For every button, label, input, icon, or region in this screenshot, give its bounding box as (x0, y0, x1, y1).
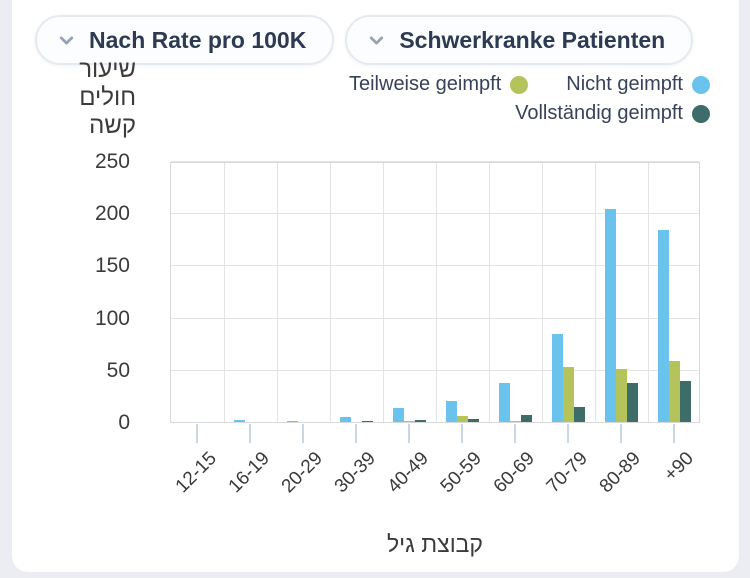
bar-vollst-ndig-geimpft-30-39[interactable] (362, 420, 373, 422)
x-tick-mark (460, 424, 463, 443)
x-axis-title: קבוצת גיל (387, 531, 483, 557)
bar-vollst-ndig-geimpft-50-59[interactable] (468, 418, 479, 422)
bar-vollst-ndig-geimpft-70-79[interactable] (574, 407, 585, 422)
y-tick-label: 50 (106, 358, 130, 382)
x-tick-label: 16-19 (224, 448, 274, 498)
x-tick-label: 20-29 (277, 448, 327, 498)
x-tick-mark (195, 424, 198, 443)
x-axis-tick-labels: 12-15 16-19 20-29 30-39 40-49 50-59 60-69 70-79… (170, 446, 700, 516)
bar-vollst-ndig-geimpft-40-49[interactable] (415, 419, 426, 422)
gridline-vertical (329, 163, 331, 422)
y-axis-title-line: שיעור (79, 56, 136, 83)
gridline-vertical (435, 163, 437, 422)
metric-dropdown-label: Nach Rate pro 100K (89, 26, 307, 53)
x-tick-label: +90 (659, 448, 698, 486)
bar-teilweise-geimpft-50-59[interactable] (457, 415, 468, 422)
gridline-vertical (488, 163, 490, 422)
x-tick-mark (672, 424, 675, 443)
x-tick-label: 12-15 (171, 448, 221, 498)
x-tick-mark (301, 424, 304, 443)
x-tick-label: 60-69 (489, 448, 539, 498)
x-tick-mark (619, 424, 622, 443)
legend-item-vollstaendig-geimpft[interactable]: Vollständig geimpft (515, 102, 710, 125)
gridline-horizontal (171, 213, 699, 215)
legend-dot-teal (692, 104, 710, 123)
legend-item-nicht-geimpft[interactable]: Nicht geimpft (566, 73, 710, 96)
x-tick-label: 40-49 (383, 448, 433, 498)
chevron-down-icon (367, 31, 386, 50)
dataset-dropdown[interactable]: Schwerkranke Patienten (345, 15, 694, 65)
legend-row: Teilweise geimpft Nicht geimpft (349, 73, 710, 96)
gridline-vertical (223, 163, 225, 422)
bar-nicht-geimpft-+90[interactable] (658, 229, 669, 422)
y-tick-label: 150 (94, 254, 130, 278)
bar-teilweise-geimpft-80-89[interactable] (616, 368, 627, 422)
plot-area (170, 161, 700, 423)
bar-nicht-geimpft-70-79[interactable] (552, 334, 563, 422)
legend-label: Vollständig geimpft (515, 102, 683, 124)
gridline-horizontal (171, 161, 699, 162)
legend-label: Teilweise geimpft (348, 73, 502, 95)
legend-dot-blue (692, 75, 710, 94)
gridline-vertical (382, 163, 384, 422)
gridline-vertical (541, 163, 543, 422)
metric-dropdown[interactable]: Nach Rate pro 100K (35, 15, 335, 65)
y-tick-label: 100 (94, 306, 130, 330)
y-axis-title-line: קשה (89, 112, 136, 139)
bar-nicht-geimpft-80-89[interactable] (605, 209, 616, 422)
gridline-vertical (276, 163, 278, 422)
bar-teilweise-geimpft-60-69[interactable] (510, 420, 521, 422)
toolbar: Nach Rate pro 100K Schwerkranke Patiente… (35, 15, 694, 65)
gridline-horizontal (171, 369, 699, 371)
y-tick-label: 0 (118, 411, 130, 434)
y-tick-label: 200 (94, 202, 130, 226)
chevron-down-icon (57, 31, 76, 50)
legend-label: Nicht geimpft (566, 73, 683, 95)
bar-nicht-geimpft-16-19[interactable] (234, 419, 245, 422)
y-axis-title-line: חולים (79, 84, 136, 111)
bar-vollst-ndig-geimpft-80-89[interactable] (627, 383, 638, 422)
gridline-horizontal (171, 317, 699, 319)
bar-nicht-geimpft-60-69[interactable] (499, 383, 510, 422)
gridline-vertical (647, 163, 649, 422)
legend-dot-olive (510, 75, 529, 94)
bar-nicht-geimpft-50-59[interactable] (446, 401, 457, 422)
bar-nicht-geimpft-30-39[interactable] (340, 416, 351, 422)
x-tick-mark (248, 424, 251, 443)
bar-vollst-ndig-geimpft-+90[interactable] (680, 381, 691, 422)
chart-legend: Teilweise geimpft Nicht geimpft Vollstän… (349, 73, 710, 131)
x-tick-mark (354, 424, 357, 443)
x-tick-label: 70-79 (542, 448, 592, 498)
bar-teilweise-geimpft-70-79[interactable] (563, 366, 574, 422)
y-axis-title: שיעור חולים קשה (40, 56, 136, 140)
gridline-vertical (594, 163, 596, 422)
x-tick-mark (513, 424, 516, 443)
dataset-dropdown-label: Schwerkranke Patienten (399, 26, 666, 53)
x-tick-label: 30-39 (330, 448, 380, 498)
x-axis-tick-marks (170, 424, 700, 444)
bar-vollst-ndig-geimpft-60-69[interactable] (521, 414, 532, 422)
x-tick-label: 80-89 (595, 448, 645, 498)
x-tick-label: 50-59 (436, 448, 486, 498)
gridline-horizontal (171, 265, 699, 267)
x-tick-mark (566, 424, 569, 443)
bar-nicht-geimpft-40-49[interactable] (393, 408, 404, 422)
x-tick-mark (407, 424, 410, 443)
bar-teilweise-geimpft-40-49[interactable] (404, 420, 415, 422)
bar-teilweise-geimpft-+90[interactable] (669, 361, 680, 422)
legend-row: Vollständig geimpft (349, 102, 710, 125)
legend-item-teilweise-geimpft[interactable]: Teilweise geimpft (348, 73, 529, 96)
y-tick-label: 250 (94, 150, 130, 173)
y-axis-tick-labels: 0 50 100 150 200 250 (40, 150, 130, 434)
bar-nicht-geimpft-20-29[interactable] (287, 420, 298, 422)
